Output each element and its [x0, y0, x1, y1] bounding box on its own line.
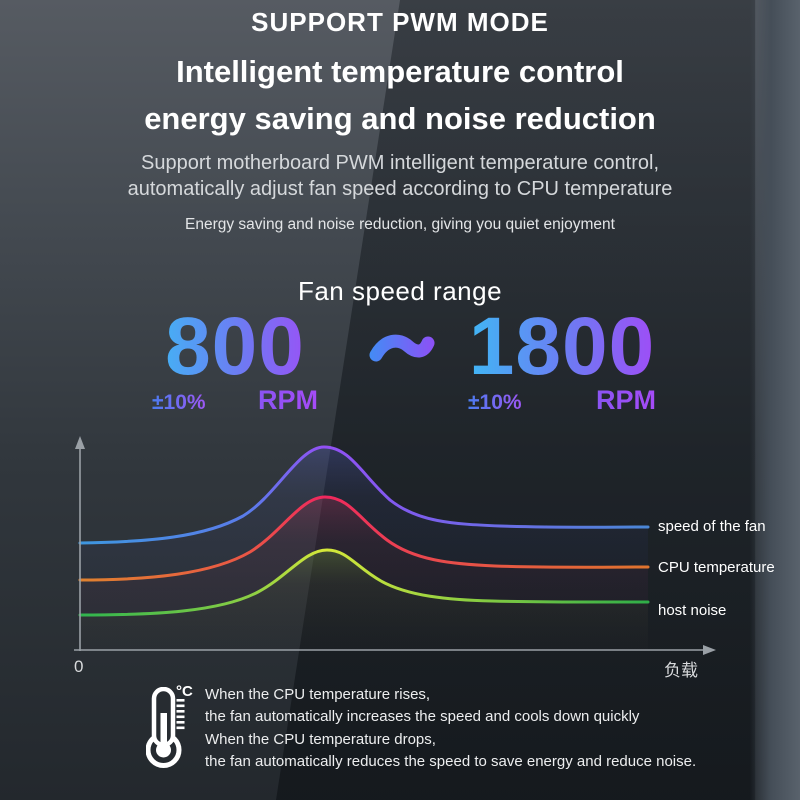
- cpu-temperature-curve: [78, 495, 650, 582]
- subtitle: Support motherboard PWM intelligent temp…: [0, 150, 800, 202]
- celsius-unit-label: °C: [176, 683, 193, 700]
- title-line-2: energy saving and noise reduction: [144, 101, 656, 136]
- note-text: Energy saving and noise reduction, givin…: [185, 216, 615, 233]
- subtitle-line-1: Support motherboard PWM intelligent temp…: [140, 152, 660, 174]
- min-speed-value: 800: [150, 306, 320, 388]
- max-speed-unit: RPM: [596, 385, 656, 415]
- fan-speed-curve: [78, 445, 650, 545]
- subtitle-line-2: automatically adjust fan speed according…: [127, 178, 673, 200]
- fan-curve-chart: [74, 436, 716, 655]
- max-speed-value: 1800: [466, 306, 658, 388]
- footer-line-4: the fan automatically reduces the speed …: [205, 752, 697, 770]
- y-axis-arrow-icon: [75, 436, 85, 449]
- tilde-separator-icon: [366, 324, 438, 372]
- title-line-1: Intelligent temperature control: [176, 54, 624, 89]
- footer-line-3: When the CPU temperature drops,: [205, 730, 436, 748]
- min-speed-unit: RPM: [258, 385, 318, 415]
- min-speed-group: 800 ±10% RPM: [150, 306, 320, 416]
- legend-cpu-temperature: CPU temperature: [658, 559, 775, 576]
- kicker-text: SUPPORT PWM MODE: [251, 7, 549, 37]
- legend-host-noise: host noise: [658, 602, 727, 619]
- page-title: Intelligent temperature control energy s…: [0, 48, 800, 142]
- footer-line-2: the fan automatically increases the spee…: [205, 708, 640, 726]
- footer-line-1: When the CPU temperature rises,: [205, 686, 431, 703]
- x-axis-arrow-icon: [703, 645, 716, 655]
- x-axis-load-label: 负载: [664, 661, 698, 680]
- background-right-edge-band: [750, 0, 800, 800]
- host-noise-curve: [78, 548, 650, 617]
- thermometer-icon: [146, 687, 185, 768]
- min-speed-tolerance: ±10%: [152, 391, 206, 414]
- max-speed-group: 1800 ±10% RPM: [466, 306, 658, 416]
- footer-description: When the CPU temperature rises, the fan …: [205, 684, 785, 773]
- max-speed-tolerance: ±10%: [468, 391, 522, 414]
- x-axis-origin-label: 0: [74, 657, 84, 676]
- host-noise-area: [80, 550, 648, 649]
- legend-fan-speed: speed of the fan: [658, 518, 766, 535]
- fan-speed-range-heading: Fan speed range: [297, 276, 503, 306]
